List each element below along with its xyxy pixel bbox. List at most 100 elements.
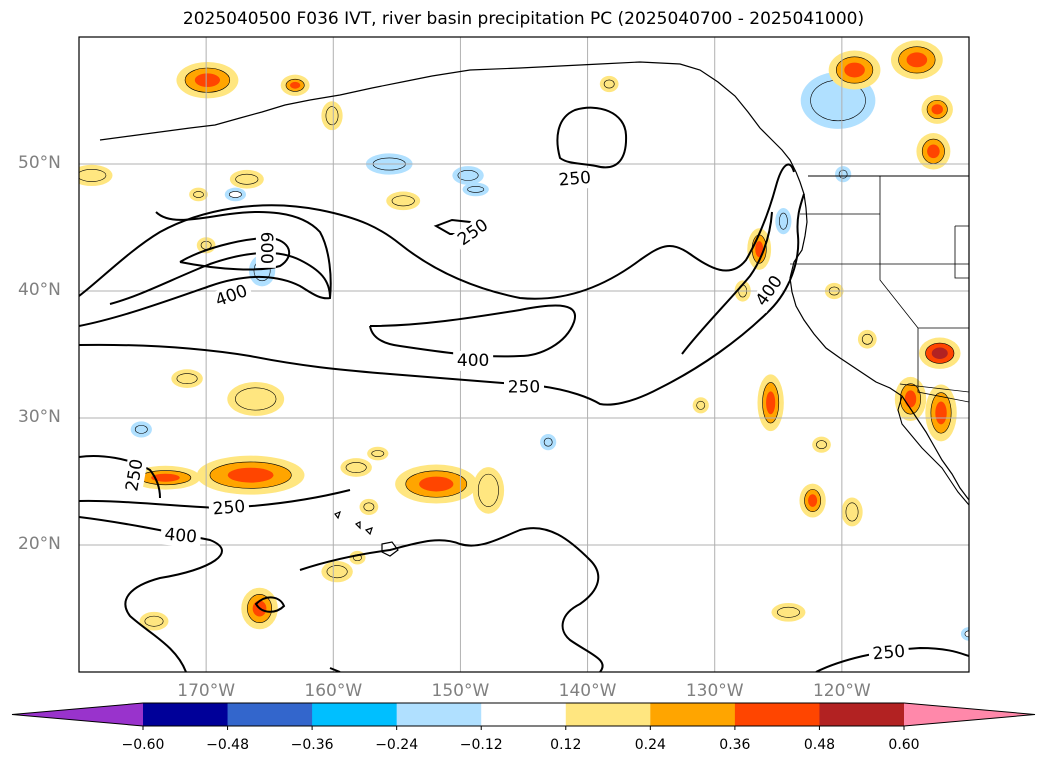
precip-pc-blob <box>189 187 208 202</box>
colorbar-segment <box>396 703 482 726</box>
ivt-contour-label: 250 <box>558 168 592 191</box>
precip-pc-blob <box>386 191 421 211</box>
colorbar-segment <box>734 703 820 726</box>
ivt-contour-label: 250 <box>508 378 540 398</box>
plot-frame <box>78 36 970 673</box>
longitude-label: 170°W <box>177 681 236 701</box>
ivt-contour-label: 250 <box>122 457 147 492</box>
ivt-contours <box>79 106 969 672</box>
ivt-contour-250 <box>79 455 161 499</box>
precip-pc-blob <box>692 397 709 414</box>
colorbar-tick-label: 0.12 <box>550 737 582 753</box>
longitude-label: 130°W <box>685 681 744 701</box>
ivt-contour-400 <box>109 252 331 305</box>
precip-pc-blob <box>79 164 113 187</box>
alaska-coastline <box>99 61 797 173</box>
precip-pc-blob <box>771 602 806 622</box>
precip-pc-blob <box>359 498 379 515</box>
precip-pc-blob <box>921 94 953 124</box>
latitude-label: 20°N <box>18 534 61 554</box>
precip-pc-blob <box>757 374 784 432</box>
ivt-contour-400 <box>79 210 332 327</box>
longitude-label: 140°W <box>558 681 617 701</box>
colorbar-segment <box>481 703 567 726</box>
precip-pc-blob <box>925 384 957 442</box>
longitude-label: 120°W <box>812 681 871 701</box>
colorbar-segment <box>565 703 651 726</box>
ivt-contour-label: 400 <box>213 281 250 311</box>
precip-pc-blob <box>462 182 489 197</box>
precip-pc-blob <box>540 434 557 451</box>
ivt-contour-400 <box>79 516 223 672</box>
ivt-contour-label: 400 <box>164 525 198 548</box>
precip-pc-blob <box>775 207 792 235</box>
precip-pc-blob <box>857 329 877 349</box>
latitude-label: 50°N <box>18 153 61 173</box>
ivt-contour-400 <box>369 304 577 358</box>
ivt-contour-label: 400 <box>457 351 489 371</box>
precip-pc-blob <box>799 483 826 518</box>
longitude-label: 160°W <box>304 681 363 701</box>
colorbar-tick-label: 0.60 <box>888 737 920 753</box>
precip-pc-blob <box>890 40 943 80</box>
colorbar-tick-label: 0.48 <box>803 737 836 753</box>
west-coastline <box>789 171 969 501</box>
precip-pc-blob <box>176 61 239 99</box>
precip-pc-blob <box>321 101 343 131</box>
precip-pc-blob <box>960 627 969 641</box>
precip-pc-blob <box>395 464 478 504</box>
hawaii-islands <box>334 510 399 557</box>
precip-pc-blob <box>812 436 831 453</box>
baja-coastline <box>897 395 969 506</box>
ivt-contour-250 <box>556 106 628 169</box>
colorbar-segment <box>819 703 905 726</box>
precip-pc-blob <box>599 75 619 93</box>
colorbar-segment <box>650 703 736 726</box>
colorbar-tick-label: −0.48 <box>206 737 249 753</box>
precipitation-pc-field <box>79 40 969 641</box>
colorbar-extend-high <box>904 703 1035 726</box>
ivt-contour-250 <box>815 646 969 672</box>
ivt-contour-label: 250 <box>872 642 906 665</box>
colorbar-segment <box>143 703 229 726</box>
precip-pc-blob <box>367 446 389 461</box>
colorbar-tick-label: −0.24 <box>375 737 419 753</box>
ivt-contour-250 <box>79 193 805 406</box>
ivt-contour-250 <box>79 163 795 300</box>
precip-pc-blob <box>130 421 152 438</box>
longitude-label: 150°W <box>431 681 490 701</box>
colorbar-segment <box>227 703 313 726</box>
precip-pc-blob <box>280 74 310 96</box>
precip-pc-blob <box>835 166 852 183</box>
colorbar-tick-label: −0.60 <box>121 737 165 753</box>
precip-pc-blob <box>224 187 247 202</box>
precip-pc-blob <box>196 455 305 495</box>
precip-pc-blob <box>349 550 366 565</box>
precip-pc-blob <box>918 337 961 369</box>
precip-pc-blob <box>841 497 863 527</box>
colorbar-tick-label: −0.36 <box>290 737 334 753</box>
precip-pc-blob <box>227 381 285 416</box>
precip-pc-blob <box>472 467 505 514</box>
precip-pc-blob <box>452 166 484 185</box>
precip-pc-blob <box>340 458 372 477</box>
latitude-label: 40°N <box>18 280 61 300</box>
ivt-contour-250 <box>254 596 286 613</box>
colorbar-extend-low <box>12 703 143 726</box>
ivt-contour-label: 600 <box>256 232 276 264</box>
ivt-contour-250 <box>329 667 341 672</box>
map-title: 2025040500 F036 IVT, river basin precipi… <box>182 9 865 29</box>
precip-pc-blob <box>916 133 951 170</box>
colorbar-tick-label: 0.24 <box>634 737 666 753</box>
colorbar-segment <box>312 703 398 726</box>
precip-pc-blob <box>229 169 264 189</box>
precip-pc-blob <box>139 611 169 631</box>
ivt-contour-400 <box>681 211 773 355</box>
precip-pc-blob <box>171 369 203 388</box>
precip-pc-blob <box>321 561 353 583</box>
coastlines <box>99 61 969 557</box>
colorbar-tick-label: −0.12 <box>459 737 503 753</box>
latitude-label: 30°N <box>18 407 61 427</box>
colorbar-tick-label: 0.36 <box>719 737 751 753</box>
